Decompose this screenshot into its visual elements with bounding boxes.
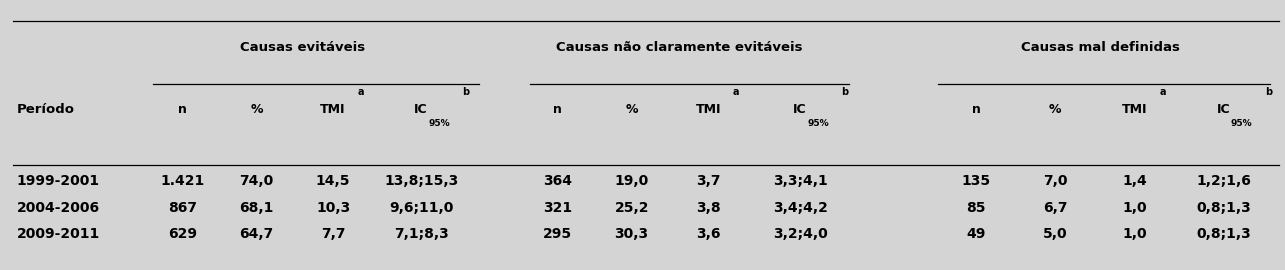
Text: 3,4;4,2: 3,4;4,2 xyxy=(772,201,828,215)
Text: 629: 629 xyxy=(168,227,197,241)
Text: 0,8;1,3: 0,8;1,3 xyxy=(1196,227,1252,241)
Text: 1,0: 1,0 xyxy=(1122,201,1146,215)
Text: Causas mal definidas: Causas mal definidas xyxy=(1020,41,1180,54)
Text: a: a xyxy=(1159,87,1165,97)
Text: 1.421: 1.421 xyxy=(161,174,204,188)
Text: TMI: TMI xyxy=(320,103,346,116)
Text: 2009-2011: 2009-2011 xyxy=(17,227,100,241)
Text: 7,1;8,3: 7,1;8,3 xyxy=(393,227,448,241)
Text: Causas não claramente evitáveis: Causas não claramente evitáveis xyxy=(555,41,802,54)
Text: 5,0: 5,0 xyxy=(1043,227,1068,241)
Text: 3,2;4,0: 3,2;4,0 xyxy=(772,227,828,241)
Text: %: % xyxy=(251,103,262,116)
Text: a: a xyxy=(732,87,740,97)
Text: 295: 295 xyxy=(544,227,572,241)
Text: 3,6: 3,6 xyxy=(696,227,721,241)
Text: 135: 135 xyxy=(961,174,991,188)
Text: 1,0: 1,0 xyxy=(1122,227,1146,241)
Text: 1,2;1,6: 1,2;1,6 xyxy=(1196,174,1252,188)
Text: IC: IC xyxy=(793,103,807,116)
Text: 85: 85 xyxy=(966,201,986,215)
Text: b: b xyxy=(842,87,848,97)
Text: 321: 321 xyxy=(544,201,572,215)
Text: 95%: 95% xyxy=(1231,119,1253,129)
Text: 3,8: 3,8 xyxy=(696,201,721,215)
Text: 3,3;4,1: 3,3;4,1 xyxy=(772,174,828,188)
Text: 49: 49 xyxy=(966,227,986,241)
Text: b: b xyxy=(463,87,469,97)
Text: IC: IC xyxy=(414,103,428,116)
Text: 95%: 95% xyxy=(807,119,829,129)
Text: 7,7: 7,7 xyxy=(321,227,346,241)
Text: 10,3: 10,3 xyxy=(316,201,351,215)
Text: TMI: TMI xyxy=(1122,103,1148,116)
Text: 30,3: 30,3 xyxy=(614,227,649,241)
Text: 0,8;1,3: 0,8;1,3 xyxy=(1196,201,1252,215)
Text: 19,0: 19,0 xyxy=(614,174,649,188)
Text: 14,5: 14,5 xyxy=(316,174,351,188)
Text: 1,4: 1,4 xyxy=(1122,174,1146,188)
Text: n: n xyxy=(554,103,562,116)
Text: b: b xyxy=(1264,87,1272,97)
Text: TMI: TMI xyxy=(695,103,721,116)
Text: n: n xyxy=(179,103,186,116)
Text: 25,2: 25,2 xyxy=(614,201,649,215)
Text: a: a xyxy=(359,87,365,97)
Text: 13,8;15,3: 13,8;15,3 xyxy=(384,174,459,188)
Text: IC: IC xyxy=(1217,103,1231,116)
Text: 95%: 95% xyxy=(428,119,450,129)
Text: %: % xyxy=(626,103,637,116)
Text: 7,0: 7,0 xyxy=(1043,174,1068,188)
Text: 74,0: 74,0 xyxy=(239,174,274,188)
Text: %: % xyxy=(1049,103,1061,116)
Text: 1999-2001: 1999-2001 xyxy=(17,174,100,188)
Text: 364: 364 xyxy=(544,174,572,188)
Text: Período: Período xyxy=(17,103,75,116)
Text: 3,7: 3,7 xyxy=(696,174,721,188)
Text: 2004-2006: 2004-2006 xyxy=(17,201,100,215)
Text: 9,6;11,0: 9,6;11,0 xyxy=(389,201,454,215)
Text: 64,7: 64,7 xyxy=(239,227,274,241)
Text: 867: 867 xyxy=(168,201,197,215)
Text: 6,7: 6,7 xyxy=(1043,201,1068,215)
Text: n: n xyxy=(971,103,980,116)
Text: Causas evitáveis: Causas evitáveis xyxy=(240,41,365,54)
Text: 68,1: 68,1 xyxy=(239,201,274,215)
